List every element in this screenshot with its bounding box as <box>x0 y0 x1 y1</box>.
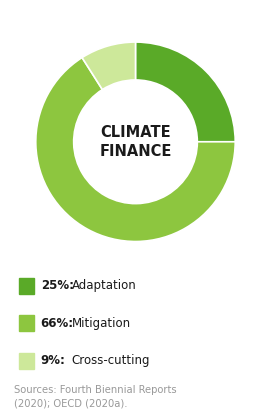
Text: Mitigation: Mitigation <box>72 317 131 330</box>
Text: 9%:: 9%: <box>41 354 66 367</box>
Text: Cross-cutting: Cross-cutting <box>72 354 150 367</box>
Text: Adaptation: Adaptation <box>72 279 137 292</box>
Wedge shape <box>136 42 235 142</box>
Text: CLIMATE
FINANCE: CLIMATE FINANCE <box>99 125 172 159</box>
Wedge shape <box>82 42 136 90</box>
Text: 66%:: 66%: <box>41 317 74 330</box>
Text: Sources: Fourth Biennial Reports
(2020); OECD (2020a).: Sources: Fourth Biennial Reports (2020);… <box>14 385 176 409</box>
Text: 25%:: 25%: <box>41 279 74 292</box>
Wedge shape <box>36 58 235 241</box>
